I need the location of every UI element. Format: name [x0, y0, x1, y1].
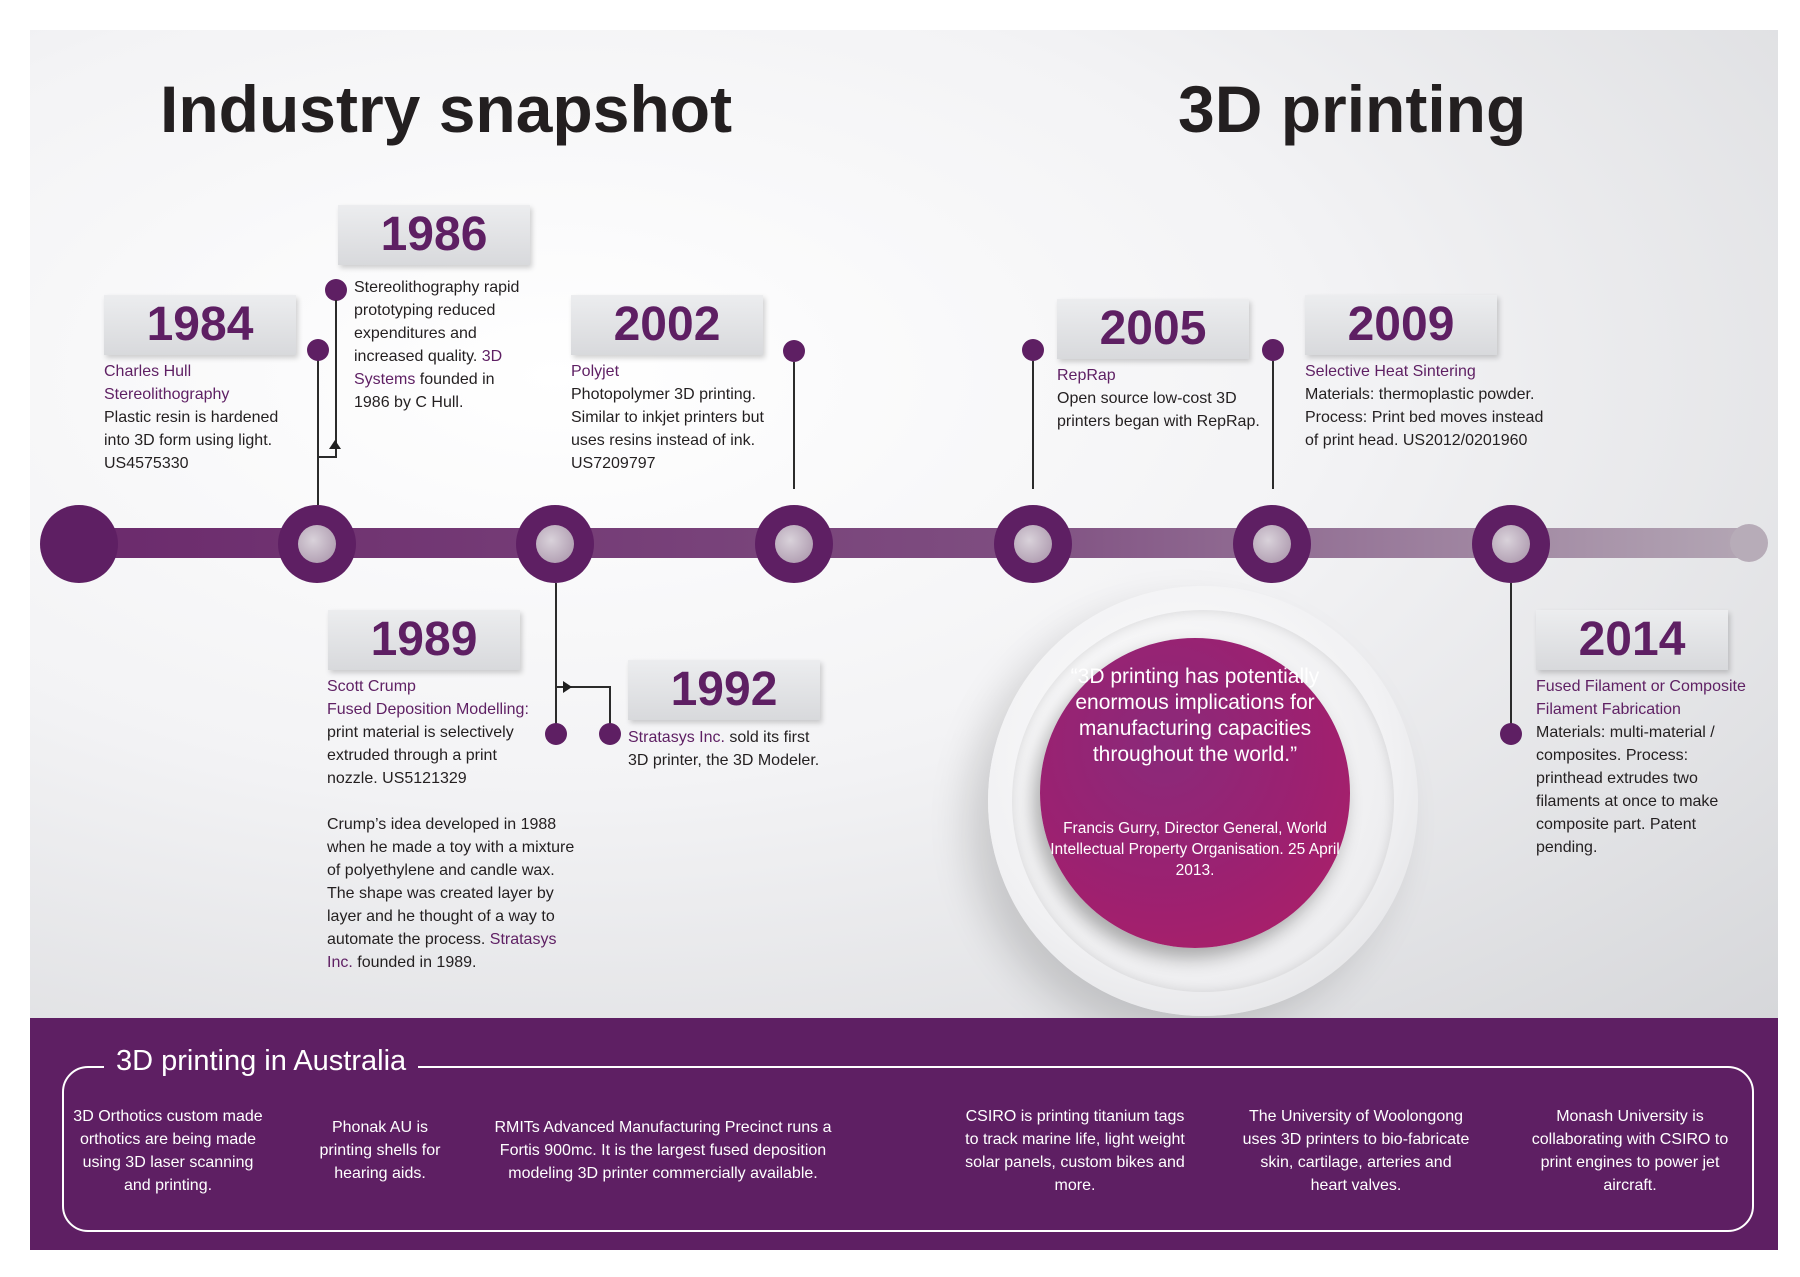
- marker-dot-1986: [325, 279, 347, 301]
- company-3d-systems: 3D Systems: [354, 348, 503, 388]
- event-description-2014: Fused Filament or Composite Filament Fab…: [1536, 675, 1756, 859]
- marker-dot-2014: [1500, 723, 1522, 745]
- marker-dot-2005: [1022, 339, 1044, 361]
- year-label-1984: 1984: [104, 295, 296, 355]
- year-label-1989: 1989: [328, 610, 520, 670]
- quote-bubble: [1040, 638, 1350, 948]
- connector-2005: [1032, 361, 1034, 489]
- timeline-end-cap: [1730, 524, 1768, 562]
- marker-dot-2009: [1262, 339, 1284, 361]
- marker-dot-2002: [783, 340, 805, 362]
- connector-1986-branch: [317, 456, 337, 458]
- timeline-node-2009: [1233, 505, 1311, 583]
- timeline-node-1984: [278, 505, 356, 583]
- event-technology-1984: Stereolithography: [104, 386, 230, 403]
- timeline-node-2005: [994, 505, 1072, 583]
- event-description-1984: Charles Hull Stereolithography Plastic r…: [104, 360, 304, 475]
- page-title: Industry snapshot: [160, 72, 733, 146]
- connector-1992: [609, 686, 611, 729]
- year-label-2014: 2014: [1536, 610, 1728, 670]
- marker-dot-1984: [307, 339, 329, 361]
- quote-attribution: Francis Gurry, Director General, World I…: [1050, 820, 1340, 879]
- event-description-1992: Stratasys Inc. sold its first 3D printer…: [628, 729, 820, 769]
- event-description-1986: Stereolithography rapid prototyping redu…: [354, 279, 520, 411]
- connector-1984: [317, 350, 319, 505]
- australia-item-woolongong: The University of Woolongong uses 3D pri…: [1242, 1108, 1470, 1194]
- event-technology-2002: Polyjet: [571, 363, 620, 380]
- patent-number-1984: US4575330: [104, 455, 189, 472]
- connector-2009: [1272, 361, 1274, 489]
- timeline-start-node: [40, 505, 118, 583]
- connector-2002: [793, 362, 795, 489]
- australia-item-monash: Monash University is collaborating with …: [1531, 1108, 1729, 1194]
- event-technology-2009: Selective Heat Sintering: [1305, 363, 1476, 380]
- arrow-up-icon: [329, 440, 341, 449]
- event-technology-2014: Fused Filament or Composite Filament Fab…: [1536, 678, 1746, 718]
- australia-frame: [62, 1066, 1754, 1232]
- timeline-node-1989: [516, 505, 594, 583]
- year-label-2005: 2005: [1057, 299, 1249, 359]
- connector-1986: [335, 300, 337, 458]
- year-label-2002: 2002: [571, 295, 763, 355]
- year-label-1992: 1992: [628, 660, 820, 720]
- company-stratasys: Stratasys Inc.: [327, 931, 557, 971]
- event-inventor-1989: Scott Crump: [327, 678, 416, 695]
- event-description-1989: Scott Crump Fused Deposition Modelling: …: [327, 675, 577, 974]
- australia-item-csiro: CSIRO is printing titanium tags to track…: [965, 1108, 1185, 1194]
- australia-title: 3D printing in Australia: [104, 1043, 419, 1079]
- marker-dot-1992: [599, 723, 621, 745]
- event-inventor-1984: Charles Hull: [104, 363, 192, 380]
- australia-item-phonak: Phonak AU is printing shells for hearing…: [319, 1119, 441, 1182]
- event-description-2005: RepRap Open source low-cost 3D printers …: [1057, 364, 1262, 433]
- connector-1989: [555, 583, 557, 728]
- timeline-track: [80, 528, 1750, 558]
- quote-text: “3D printing has potentially enormous im…: [1070, 665, 1320, 766]
- connector-1992-branch: [556, 686, 611, 688]
- event-description-2009: Selective Heat Sintering Materials: ther…: [1305, 360, 1550, 452]
- connector-2014: [1510, 583, 1512, 728]
- topic-title: 3D printing: [1178, 72, 1527, 146]
- event-technology-1989: Fused Deposition Modelling:: [327, 701, 529, 718]
- company-stratasys-1992: Stratasys Inc.: [628, 729, 725, 746]
- year-label-1986: 1986: [338, 205, 530, 265]
- timeline-node-2002: [755, 505, 833, 583]
- event-description-2002: Polyjet Photopolymer 3D printing. Simila…: [571, 360, 776, 475]
- australia-item-rmit: RMITs Advanced Manufacturing Precinct ru…: [494, 1119, 832, 1182]
- arrow-right-icon: [563, 681, 572, 693]
- year-label-2009: 2009: [1305, 295, 1497, 355]
- timeline-node-2014: [1472, 505, 1550, 583]
- australia-item-orthotics: 3D Orthotics custom made orthotics are b…: [73, 1108, 263, 1194]
- event-technology-2005: RepRap: [1057, 367, 1116, 384]
- marker-dot-1989: [545, 723, 567, 745]
